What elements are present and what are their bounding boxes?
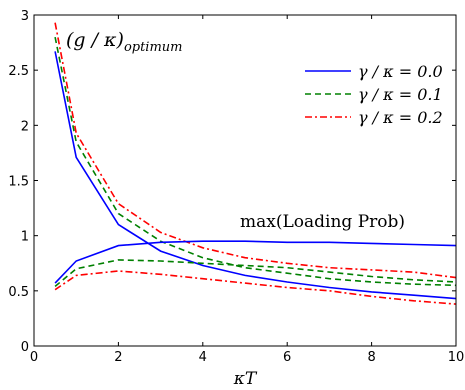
series-line-loading-1 xyxy=(54,259,457,288)
x-tick-label: 10 xyxy=(448,350,465,365)
series-line-loading-2 xyxy=(54,270,457,305)
legend-label-1: γ / κ = 0.1 xyxy=(358,85,443,104)
x-tick-label: 8 xyxy=(367,350,375,365)
g-optimum-main: (g / κ) xyxy=(66,29,124,51)
x-tick-label: 6 xyxy=(283,350,291,365)
x-tick-label: 4 xyxy=(199,350,207,365)
series-line-g_opt-2 xyxy=(54,22,457,279)
y-tick-label: 2.5 xyxy=(8,64,29,79)
legend: γ / κ = 0.0 γ / κ = 0.1 γ / κ = 0.2 xyxy=(305,62,443,127)
y-tick-label: 3 xyxy=(21,9,29,24)
series-line-loading-0 xyxy=(54,240,457,284)
ticks-layer: 0 2 4 6 8 10 0 0.5 1 1.5 2 2.5 3 xyxy=(8,9,464,365)
legend-label-0: γ / κ = 0.0 xyxy=(358,62,443,81)
series-layer xyxy=(54,22,457,305)
y-tick-label: 0.5 xyxy=(8,285,29,300)
g-optimum-subscript: optimum xyxy=(124,40,183,55)
x-tick-label: 2 xyxy=(114,350,122,365)
y-tick-label: 2 xyxy=(21,119,29,134)
series-line-g_opt-1 xyxy=(54,36,457,287)
x-axis-label: κT xyxy=(233,369,258,389)
legend-label-2: γ / κ = 0.2 xyxy=(358,108,443,127)
y-tick-label: 0 xyxy=(21,340,29,355)
series-line-g_opt-0 xyxy=(54,51,457,300)
x-tick-label: 0 xyxy=(30,350,38,365)
loading-prob-annotation: max(Loading Prob) xyxy=(240,212,405,232)
g-optimum-annotation: (g / κ)optimum xyxy=(66,29,183,55)
y-tick-label: 1 xyxy=(21,230,29,245)
y-tick-label: 1.5 xyxy=(8,175,29,190)
